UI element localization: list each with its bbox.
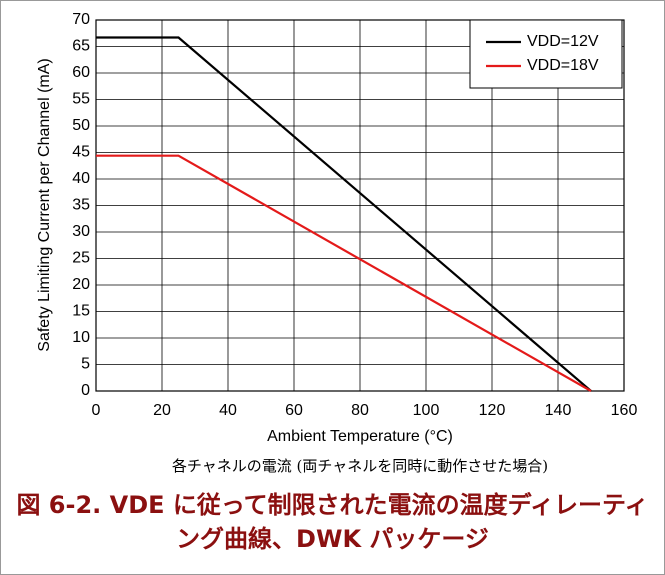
y-tick-label: 55 <box>72 91 90 108</box>
series-line <box>96 154 592 392</box>
y-tick-label: 65 <box>72 38 90 55</box>
y-tick-label: 40 <box>72 170 90 187</box>
chart-title: 図 6-2. VDE に従って制限された電流の温度ディレーティング曲線、DWK … <box>16 491 649 553</box>
y-tick-label: 15 <box>72 303 90 320</box>
legend-box <box>469 19 623 89</box>
y-tick-label: 45 <box>72 144 90 161</box>
y-tick-label: 20 <box>72 276 90 293</box>
plot-border <box>95 19 625 392</box>
y-tick-label: 0 <box>81 382 90 399</box>
series-line <box>96 36 592 392</box>
y-tick-label: 60 <box>72 64 90 81</box>
y-tick-label: 35 <box>72 197 90 214</box>
x-axis-label: Ambient Temperature (°C) <box>267 428 453 445</box>
y-tick-label: 30 <box>72 223 90 240</box>
x-tick-label: 140 <box>545 402 572 419</box>
x-tick-label: 0 <box>92 402 101 419</box>
x-tick-label: 80 <box>351 402 369 419</box>
y-axis-label: Safety Limiting Current per Channel (mA) <box>36 58 53 351</box>
legend-label: VDD=12V <box>527 33 599 50</box>
x-tick-label: 160 <box>611 402 638 419</box>
x-tick-label: 100 <box>413 402 440 419</box>
x-tick-label: 20 <box>153 402 171 419</box>
x-tick-label: 40 <box>219 402 237 419</box>
subtitle: 各チャネルの電流 (両チャネルを同時に動作させた場合) <box>172 457 548 475</box>
legend-label: VDD=18V <box>527 57 599 74</box>
y-tick-label: 50 <box>72 117 90 134</box>
y-tick-label: 5 <box>81 356 90 373</box>
x-tick-label: 60 <box>285 402 303 419</box>
y-tick-label: 25 <box>72 250 90 267</box>
y-tick-label: 70 <box>72 11 90 28</box>
y-tick-label: 10 <box>72 329 90 346</box>
x-tick-label: 120 <box>479 402 506 419</box>
